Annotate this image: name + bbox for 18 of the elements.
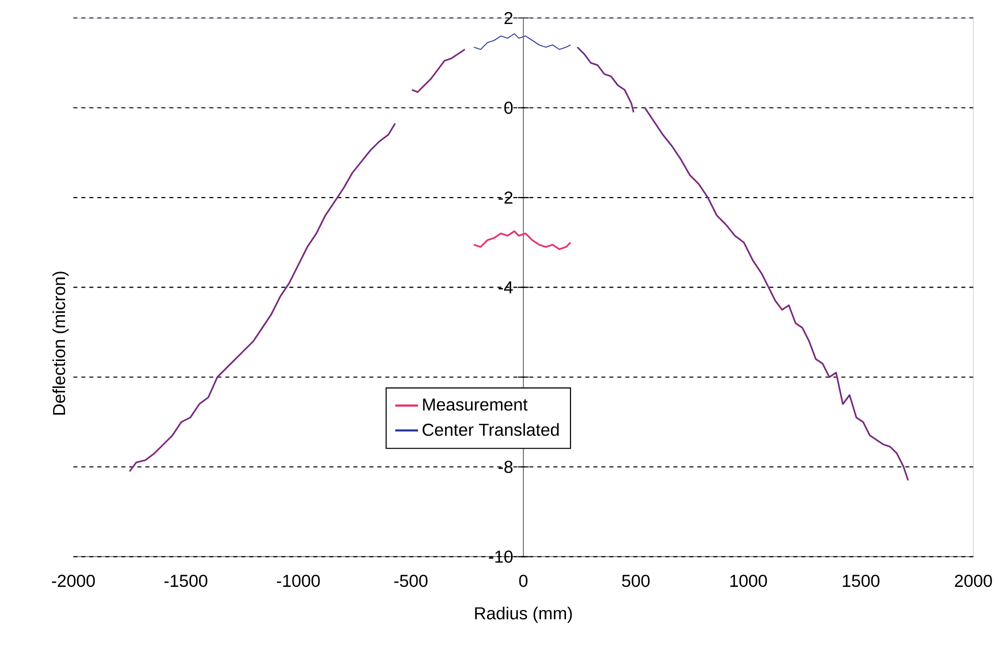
y-tick-label: -4 bbox=[498, 281, 513, 294]
y-tick-label: -8 bbox=[498, 460, 513, 474]
x-tick-label: -1000 bbox=[276, 574, 320, 587]
x-tick-label: -500 bbox=[394, 574, 428, 587]
legend-label: Measurement bbox=[423, 398, 528, 411]
x-tick-label: 500 bbox=[622, 574, 650, 587]
y-tick-label: -2 bbox=[498, 191, 512, 204]
x-tick-label: -2000 bbox=[52, 574, 95, 587]
x-tick-label: 0 bbox=[519, 574, 528, 587]
x-tick-label: 1500 bbox=[842, 574, 880, 587]
x-tick-label: 1000 bbox=[730, 574, 767, 587]
x-tick-label: 2000 bbox=[954, 574, 992, 587]
y-tick-label: 2 bbox=[504, 12, 512, 24]
y-axis-title: Deflection (micron) bbox=[52, 272, 69, 415]
x-tick-label: -1500 bbox=[164, 574, 208, 587]
y-tick-label: 0 bbox=[504, 102, 513, 114]
legend-label: Center Translated bbox=[422, 423, 559, 436]
x-axis-title: Radius (mm) bbox=[475, 606, 572, 623]
